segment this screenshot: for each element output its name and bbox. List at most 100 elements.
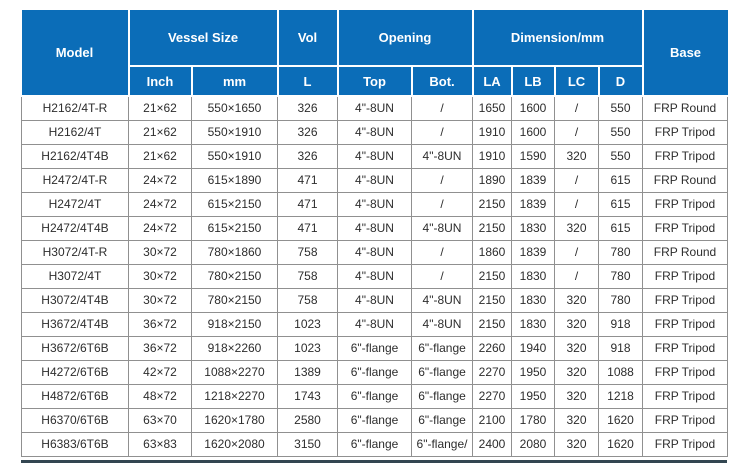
cell-volume: 1743 bbox=[277, 383, 338, 409]
cell-volume: 758 bbox=[277, 239, 338, 265]
cell-base: FRP Tripod bbox=[642, 287, 728, 313]
cell-base: FRP Tripod bbox=[642, 119, 728, 145]
cell-size-mm: 550×1910 bbox=[191, 143, 278, 169]
cell-la: 2150 bbox=[472, 311, 512, 337]
cell-lc: 320 bbox=[554, 359, 599, 385]
cell-lb: 1950 bbox=[511, 383, 555, 409]
cell-lb: 1780 bbox=[511, 407, 555, 433]
cell-volume: 1023 bbox=[277, 311, 338, 337]
table-header: Model Vessel Size Vol Opening Dimension/… bbox=[21, 10, 728, 97]
cell-lb: 1940 bbox=[511, 335, 555, 361]
cell-opening-top: 6"-flange bbox=[337, 335, 412, 361]
cell-lb: 1830 bbox=[511, 311, 555, 337]
cell-la: 2150 bbox=[472, 215, 512, 241]
cell-base: FRP Tripod bbox=[642, 215, 728, 241]
cell-d: 1620 bbox=[598, 407, 643, 433]
cell-size-inch: 21×62 bbox=[128, 95, 192, 121]
cell-size-mm: 1620×2080 bbox=[191, 431, 278, 457]
col-header-opening-top: Top bbox=[336, 65, 413, 97]
table-row: H6370/6T6B 63×70 1620×1780 2580 6"-flang… bbox=[21, 407, 728, 433]
table-body: H2162/4T-R 21×62 550×1650 326 4"-8UN / 1… bbox=[21, 95, 728, 457]
cell-size-mm: 780×2150 bbox=[191, 287, 278, 313]
cell-d: 1088 bbox=[598, 359, 643, 385]
cell-size-mm: 615×1890 bbox=[191, 167, 278, 193]
cell-size-inch: 21×62 bbox=[128, 143, 192, 169]
cell-la: 2150 bbox=[472, 191, 512, 217]
cell-d: 1620 bbox=[598, 431, 643, 457]
cell-model: H3072/4T bbox=[21, 263, 129, 289]
cell-size-inch: 30×72 bbox=[128, 263, 192, 289]
cell-opening-top: 6"-flange bbox=[337, 383, 412, 409]
cell-lc: 320 bbox=[554, 311, 599, 337]
cell-opening-bottom: 4"-8UN bbox=[411, 287, 473, 313]
cell-size-mm: 780×1860 bbox=[191, 239, 278, 265]
cell-volume: 471 bbox=[277, 167, 338, 193]
cell-lc: 320 bbox=[554, 383, 599, 409]
cell-opening-bottom: / bbox=[411, 167, 473, 193]
cell-opening-bottom: 6"-flange bbox=[411, 359, 473, 385]
cell-volume: 471 bbox=[277, 191, 338, 217]
cell-d: 918 bbox=[598, 335, 643, 361]
table-row: H6383/6T6B 63×83 1620×2080 3150 6"-flang… bbox=[21, 431, 728, 457]
cell-opening-bottom: / bbox=[411, 239, 473, 265]
cell-base: FRP Tripod bbox=[642, 431, 728, 457]
cell-lc: 320 bbox=[554, 287, 599, 313]
cell-lc: / bbox=[554, 119, 599, 145]
col-header-la: LA bbox=[471, 65, 513, 97]
cell-lc: / bbox=[554, 239, 599, 265]
col-header-base: Base bbox=[641, 10, 728, 97]
cell-opening-bottom: 6"-flange bbox=[411, 383, 473, 409]
col-header-dimension: Dimension/mm bbox=[471, 10, 644, 67]
col-header-model: Model bbox=[21, 10, 130, 97]
cell-volume: 326 bbox=[277, 119, 338, 145]
col-header-lb: LB bbox=[510, 65, 556, 97]
table-row: H3072/4T4B 30×72 780×2150 758 4"-8UN 4"-… bbox=[21, 287, 728, 313]
cell-d: 615 bbox=[598, 191, 643, 217]
cell-opening-bottom: 6"-flange bbox=[411, 335, 473, 361]
cell-lb: 1830 bbox=[511, 215, 555, 241]
cell-d: 780 bbox=[598, 287, 643, 313]
col-header-opening-bottom: Bot. bbox=[410, 65, 474, 97]
cell-opening-bottom: / bbox=[411, 95, 473, 121]
cell-opening-top: 4"-8UN bbox=[337, 263, 412, 289]
cell-opening-top: 4"-8UN bbox=[337, 95, 412, 121]
cell-opening-bottom: 4"-8UN bbox=[411, 215, 473, 241]
cell-model: H2162/4T4B bbox=[21, 143, 129, 169]
cell-la: 1860 bbox=[472, 239, 512, 265]
cell-la: 2100 bbox=[472, 407, 512, 433]
cell-opening-top: 6"-flange bbox=[337, 431, 412, 457]
cell-d: 615 bbox=[598, 215, 643, 241]
col-header-d: D bbox=[597, 65, 644, 97]
cell-size-mm: 918×2150 bbox=[191, 311, 278, 337]
cell-volume: 326 bbox=[277, 95, 338, 121]
cell-lc: / bbox=[554, 167, 599, 193]
cell-d: 780 bbox=[598, 239, 643, 265]
cell-opening-top: 6"-flange bbox=[337, 359, 412, 385]
cell-opening-bottom: 4"-8UN bbox=[411, 143, 473, 169]
col-header-opening: Opening bbox=[336, 10, 474, 67]
table-row: H2162/4T4B 21×62 550×1910 326 4"-8UN 4"-… bbox=[21, 143, 728, 169]
cell-opening-bottom: / bbox=[411, 191, 473, 217]
col-header-vol: Vol bbox=[276, 10, 339, 67]
table-row: H3672/4T4B 36×72 918×2150 1023 4"-8UN 4"… bbox=[21, 311, 728, 337]
cell-opening-top: 4"-8UN bbox=[337, 287, 412, 313]
cell-lb: 1590 bbox=[511, 143, 555, 169]
cell-opening-bottom: 4"-8UN bbox=[411, 311, 473, 337]
cell-size-inch: 42×72 bbox=[128, 359, 192, 385]
cell-lb: 1950 bbox=[511, 359, 555, 385]
cell-lb: 1600 bbox=[511, 119, 555, 145]
table-row: H2472/4T4B 24×72 615×2150 471 4"-8UN 4"-… bbox=[21, 215, 728, 241]
cell-size-inch: 21×62 bbox=[128, 119, 192, 145]
cell-volume: 326 bbox=[277, 143, 338, 169]
table-row: H2162/4T 21×62 550×1910 326 4"-8UN / 191… bbox=[21, 119, 728, 145]
cell-size-mm: 1088×2270 bbox=[191, 359, 278, 385]
table-row: H4272/6T6B 42×72 1088×2270 1389 6"-flang… bbox=[21, 359, 728, 385]
cell-base: FRP Tripod bbox=[642, 335, 728, 361]
cell-lc: / bbox=[554, 191, 599, 217]
cell-size-inch: 36×72 bbox=[128, 311, 192, 337]
cell-size-mm: 1218×2270 bbox=[191, 383, 278, 409]
cell-opening-bottom: 6"-flange/ bbox=[411, 431, 473, 457]
cell-la: 2270 bbox=[472, 383, 512, 409]
col-header-inch: Inch bbox=[127, 65, 193, 97]
cell-opening-top: 4"-8UN bbox=[337, 215, 412, 241]
